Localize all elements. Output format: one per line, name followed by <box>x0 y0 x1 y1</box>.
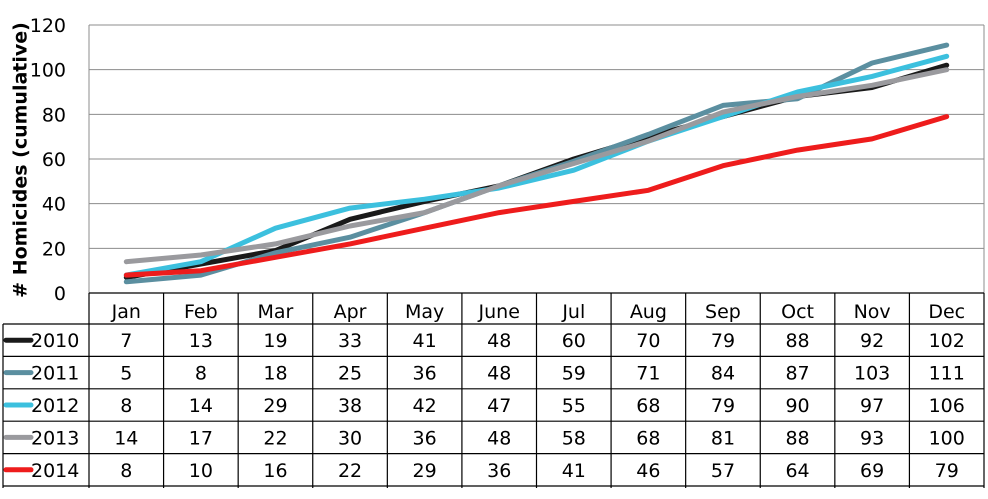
data-label: 22 <box>263 427 287 449</box>
y-tick-label: 60 <box>42 149 66 171</box>
data-label: 25 <box>338 363 362 385</box>
data-label: 71 <box>636 363 660 385</box>
data-label: 103 <box>854 363 890 385</box>
data-label: 13 <box>189 330 213 352</box>
data-label: 81 <box>711 427 735 449</box>
x-tick-label: Dec <box>928 301 965 323</box>
data-label: 79 <box>935 460 959 482</box>
x-tick-label: Jan <box>111 301 141 323</box>
x-tick-label: Oct <box>781 301 814 323</box>
data-label: 64 <box>785 460 809 482</box>
data-label: 19 <box>263 330 287 352</box>
data-label: 14 <box>114 427 138 449</box>
data-label: 58 <box>562 427 586 449</box>
data-label: 38 <box>338 395 362 417</box>
x-tick-label: Apr <box>334 301 367 323</box>
data-label: 70 <box>636 330 660 352</box>
data-label: 42 <box>413 395 437 417</box>
data-label: 29 <box>413 460 437 482</box>
x-tick-label: May <box>405 301 444 323</box>
y-tick-label: 120 <box>30 15 66 37</box>
data-label: 79 <box>711 395 735 417</box>
data-label: 68 <box>636 395 660 417</box>
series-line-2013 <box>123 67 950 265</box>
data-label: 8 <box>120 395 132 417</box>
data-label: 7 <box>120 330 132 352</box>
data-label: 16 <box>263 460 287 482</box>
y-axis-title: # Homicides (cumulative) <box>10 22 32 298</box>
y-tick-label: 80 <box>42 104 66 126</box>
data-label: 48 <box>487 363 511 385</box>
data-label: 8 <box>120 460 132 482</box>
legend-label: 2010 <box>31 330 79 352</box>
data-label: 69 <box>860 460 884 482</box>
data-label: 79 <box>711 330 735 352</box>
data-label: 29 <box>263 395 287 417</box>
y-tick-label: 100 <box>30 60 66 82</box>
legend-label: 2014 <box>31 460 79 482</box>
data-label: 36 <box>487 460 511 482</box>
data-label: 57 <box>711 460 735 482</box>
x-tick-label: Mar <box>258 301 294 323</box>
data-label: 18 <box>263 363 287 385</box>
data-label: 88 <box>785 427 809 449</box>
data-label: 60 <box>562 330 586 352</box>
data-label: 10 <box>189 460 213 482</box>
legend-label: 2011 <box>31 363 79 385</box>
data-label: 22 <box>338 460 362 482</box>
data-label: 111 <box>929 363 965 385</box>
data-label: 97 <box>860 395 884 417</box>
data-label: 5 <box>120 363 132 385</box>
data-label: 17 <box>189 427 213 449</box>
data-label: 59 <box>562 363 586 385</box>
data-label: 36 <box>413 363 437 385</box>
x-tick-label: Jul <box>561 301 585 323</box>
data-label: 48 <box>487 427 511 449</box>
data-label: 47 <box>487 395 511 417</box>
data-label: 55 <box>562 395 586 417</box>
data-label: 41 <box>562 460 586 482</box>
data-label: 41 <box>413 330 437 352</box>
y-axis-ticks: 0 20 40 60 80 100 120 <box>30 15 66 305</box>
y-tick-label: 0 <box>54 283 66 305</box>
data-label: 48 <box>487 330 511 352</box>
x-tick-label: Sep <box>705 301 741 323</box>
data-label: 102 <box>929 330 965 352</box>
data-table: Jan Feb Mar Apr May June Jul Aug Sep Oct Nov Dec 201… <box>2 292 985 488</box>
data-label: 68 <box>636 427 660 449</box>
legend-label: 2013 <box>31 427 79 449</box>
gridlines <box>88 24 985 293</box>
data-label: 88 <box>785 330 809 352</box>
data-label: 93 <box>860 427 884 449</box>
y-tick-label: 20 <box>42 238 66 260</box>
data-label: 106 <box>929 395 965 417</box>
data-label: 14 <box>189 395 213 417</box>
data-label: 8 <box>195 363 207 385</box>
data-label: 90 <box>785 395 809 417</box>
data-label: 30 <box>338 427 362 449</box>
data-label: 87 <box>785 363 809 385</box>
legend-label: 2012 <box>31 395 79 417</box>
x-tick-label: Feb <box>184 301 218 323</box>
data-label: 46 <box>636 460 660 482</box>
x-tick-label: Aug <box>630 301 667 323</box>
data-label: 84 <box>711 363 735 385</box>
data-label: 100 <box>929 427 965 449</box>
x-tick-label: June <box>478 301 520 323</box>
data-label: 92 <box>860 330 884 352</box>
y-tick-label: 40 <box>42 194 66 216</box>
series-line-2012 <box>123 53 950 278</box>
series-lines <box>123 42 950 285</box>
series-line-2014 <box>123 114 950 278</box>
data-label: 36 <box>413 427 437 449</box>
x-tick-label: Nov <box>854 301 891 323</box>
data-label: 33 <box>338 330 362 352</box>
